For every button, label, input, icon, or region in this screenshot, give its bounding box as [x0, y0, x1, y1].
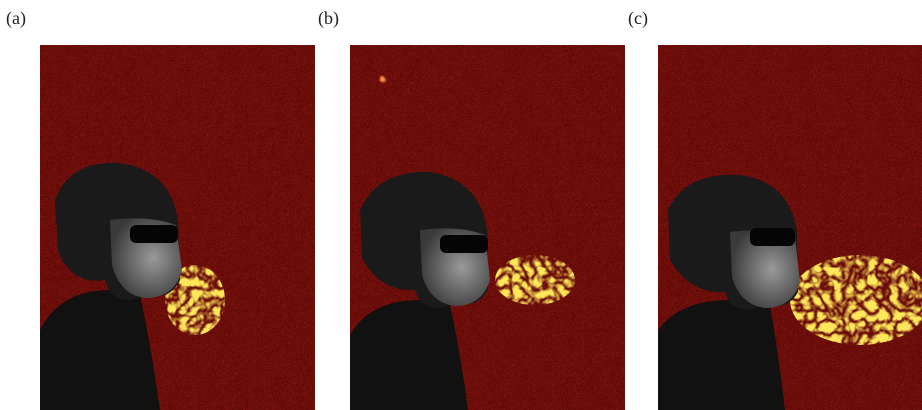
figure: (a) (b) (c)	[0, 0, 922, 410]
panel-label: (c)	[628, 8, 648, 29]
panel-label: (b)	[318, 8, 339, 29]
page: (a) (b) (c) (() => { const data = JSON.p…	[0, 0, 922, 410]
panel-image	[40, 45, 315, 410]
panel-label: (a)	[6, 8, 26, 29]
panel-image	[350, 45, 625, 410]
panel-image	[658, 45, 922, 410]
